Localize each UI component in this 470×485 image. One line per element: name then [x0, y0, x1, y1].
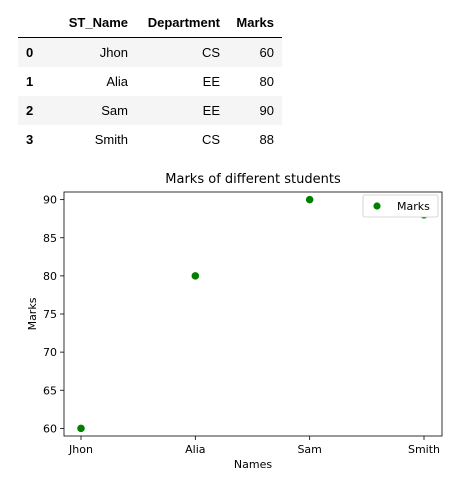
cell-marks: 88: [259, 132, 274, 147]
column-header-st-name: ST_Name: [50, 8, 136, 38]
y-tick-label: 75: [43, 308, 57, 321]
column-header-department: Department: [136, 8, 228, 38]
chart-legend: Marks: [362, 194, 439, 218]
dataframe-table-container: ST_Name Department Marks 0 Jhon CS 60 1 …: [18, 8, 282, 154]
cell-marks: 90: [259, 103, 274, 118]
cell-st-name: Sam: [101, 103, 128, 118]
y-tick-label: 80: [43, 270, 57, 283]
legend-label: Marks: [397, 200, 430, 213]
y-tick-label: 70: [43, 346, 57, 359]
x-tick-label: Smith: [408, 443, 440, 456]
data-point: [191, 272, 200, 280]
column-header-index: [18, 8, 50, 38]
row-index: 0: [26, 45, 34, 60]
row-index: 1: [26, 74, 34, 89]
column-header-marks: Marks: [228, 8, 282, 38]
cell-department: CS: [201, 45, 220, 60]
legend-marker: [373, 202, 381, 210]
row-index: 3: [26, 132, 34, 147]
y-axis-label: Marks: [26, 297, 39, 330]
legend-box: [362, 194, 439, 218]
table-row: 0 Jhon CS 60: [18, 37, 282, 67]
data-point: [77, 424, 85, 433]
x-tick-label: Jhon: [68, 443, 93, 456]
plot-frame: [63, 191, 443, 437]
scatter-chart: Marks of different students 60 65 70 75 80 85…: [26, 172, 443, 471]
x-tick-label: Sam: [297, 443, 321, 456]
cell-marks: 80: [259, 74, 274, 89]
table-row: 2 Sam EE 90: [18, 96, 282, 125]
chart-title: Marks of different students: [165, 172, 341, 187]
cell-department: EE: [202, 103, 220, 118]
x-axis: Jhon Alia Sam Smith: [68, 436, 440, 456]
cell-marks: 60: [259, 45, 274, 60]
row-index: 2: [26, 103, 34, 118]
dataframe-table: ST_Name Department Marks 0 Jhon CS 60 1 …: [18, 8, 282, 154]
y-axis: 60 65 70 75 80 85 90: [43, 194, 64, 435]
x-axis-label: Names: [234, 458, 272, 471]
table-header-row: ST_Name Department Marks: [18, 8, 282, 38]
table-row: 1 Alia EE 80: [18, 67, 282, 96]
cell-st-name: Alia: [106, 74, 128, 89]
cell-department: CS: [201, 132, 220, 147]
cell-st-name: Jhon: [99, 45, 128, 60]
y-tick-label: 90: [43, 194, 57, 207]
series-marks: [77, 195, 428, 433]
cell-department: EE: [202, 74, 220, 89]
y-tick-label: 85: [43, 232, 57, 245]
y-tick-label: 65: [43, 384, 57, 397]
table-row: 3 Smith CS 88: [18, 125, 282, 154]
y-tick-label: 60: [43, 422, 57, 435]
scatter-chart-container: Marks of different students 60 65 70 75 80 85…: [0, 160, 470, 480]
x-tick-label: Alia: [185, 443, 205, 456]
cell-st-name: Smith: [94, 132, 128, 147]
data-point: [305, 195, 314, 204]
